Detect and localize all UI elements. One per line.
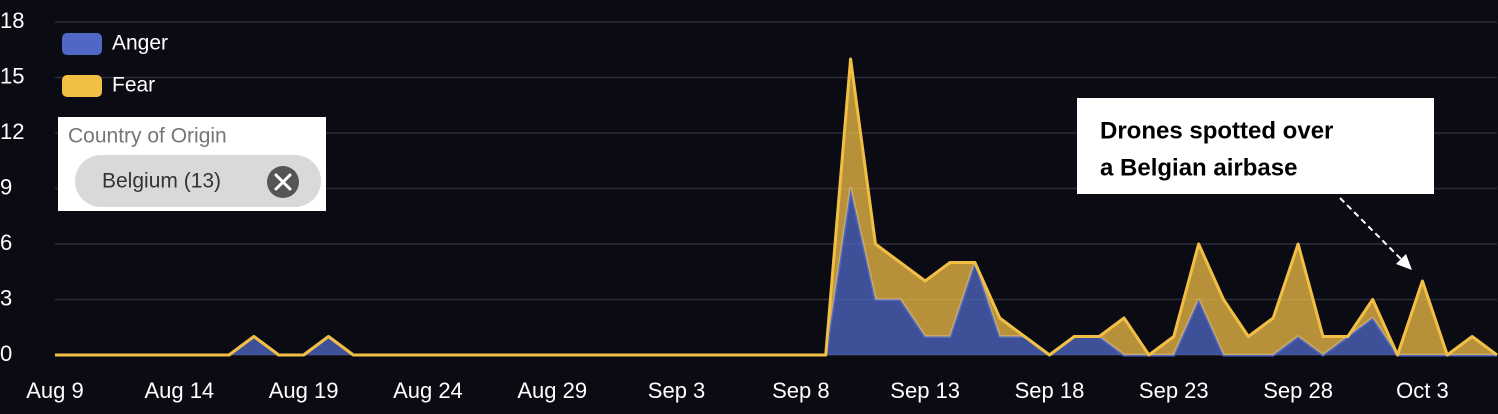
x-tick-label: Aug 19 xyxy=(269,378,339,403)
area xyxy=(55,188,1497,355)
filter-panel: Country of Origin Belgium (13) xyxy=(58,117,326,211)
annotation-text: a Belgian airbase xyxy=(1100,154,1297,181)
x-tick-label: Sep 8 xyxy=(772,378,830,403)
y-tick-label: 15 xyxy=(0,63,24,88)
y-tick-label: 12 xyxy=(0,119,24,144)
legend: Anger Fear xyxy=(62,32,168,97)
labels: 0 3 6 9 12 15 18 Aug 9 Aug 14 Aug 19 Aug 24 Aug 29 S… xyxy=(0,8,1449,403)
annotation-box xyxy=(1077,98,1434,194)
y-tick-label: 6 xyxy=(0,230,12,255)
legend-swatch xyxy=(62,33,102,55)
x-tick-label: Aug 14 xyxy=(144,378,214,403)
legend-label: Fear xyxy=(112,74,155,97)
annotation-text: Drones spotted over xyxy=(1100,117,1333,144)
annotation: Drones spotted over a Belgian airbase xyxy=(1077,98,1434,270)
legend-swatch xyxy=(62,75,102,97)
annotation-arrow xyxy=(1339,197,1403,261)
x-tick-label: Aug 24 xyxy=(393,378,463,403)
x-tick-label: Aug 29 xyxy=(517,378,587,403)
area-line xyxy=(55,57,1498,357)
y-tick-label: 3 xyxy=(0,285,12,310)
filter-chip-text: Belgium (13) xyxy=(102,170,221,193)
annotation-arrowhead xyxy=(1396,254,1412,270)
x-tick-label: Aug 9 xyxy=(26,378,84,403)
x-tick-label: Sep 18 xyxy=(1015,378,1085,403)
x-tick-label: Oct 3 xyxy=(1396,378,1449,403)
chip-remove-icon xyxy=(274,173,292,191)
x-tick-label: Sep 23 xyxy=(1139,378,1209,403)
filter-label: Country of Origin xyxy=(68,125,227,148)
y-tick-label: 18 xyxy=(0,8,24,33)
filter-chip[interactable] xyxy=(75,155,321,207)
y-tick-label: 9 xyxy=(0,174,12,199)
x-tick-label: Sep 13 xyxy=(890,378,960,403)
x-tick-label: Sep 3 xyxy=(648,378,706,403)
legend-label: Anger xyxy=(112,32,168,55)
x-tick-label: Sep 28 xyxy=(1263,378,1333,403)
areas xyxy=(55,57,1498,357)
y-tick-label: 0 xyxy=(0,341,12,366)
